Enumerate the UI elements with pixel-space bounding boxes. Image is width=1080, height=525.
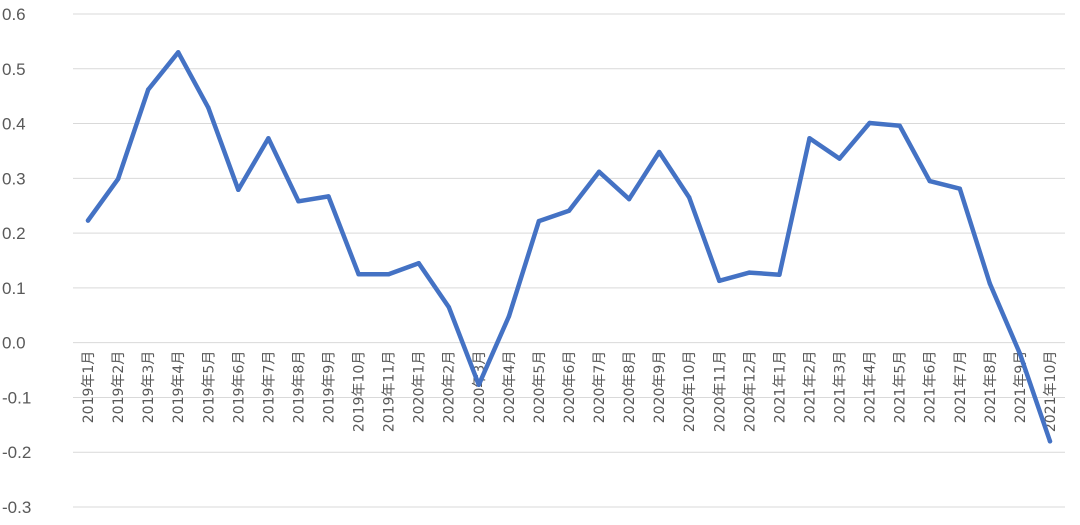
data-point: [987, 281, 993, 286]
x-tick-label: 2020年6月: [562, 351, 578, 424]
data-point: [356, 271, 361, 277]
y-tick-label: 0.2: [2, 224, 26, 243]
x-tick-label: 2021年7月: [953, 351, 969, 424]
data-point: [266, 136, 271, 141]
data-point: [867, 120, 872, 126]
x-tick-label: 2019年1月: [81, 351, 97, 424]
y-tick-label: -0.2: [2, 443, 31, 462]
data-point: [1047, 439, 1053, 444]
data-point: [1017, 351, 1023, 356]
y-tick-label: 0.4: [2, 115, 26, 134]
x-tick-label: 2021年10月: [1043, 351, 1059, 432]
data-point: [506, 314, 512, 319]
data-point: [176, 50, 181, 55]
x-tick-label: 2020年8月: [622, 351, 638, 424]
x-tick-label: 2020年12月: [742, 351, 758, 432]
data-point: [536, 218, 542, 224]
x-tick-label: 2020年1月: [412, 351, 428, 424]
x-tick-label: 2020年2月: [442, 351, 458, 424]
x-tick-label: 2019年6月: [231, 351, 247, 424]
data-point: [777, 272, 782, 277]
y-tick-label: -0.3: [2, 498, 31, 517]
series-layer: [85, 50, 1053, 444]
x-tick-label: 2020年5月: [532, 351, 548, 424]
x-tick-label: 2020年10月: [682, 351, 698, 432]
x-tick-label: 2019年3月: [141, 351, 157, 424]
data-point: [656, 149, 662, 155]
x-tick-label: 2020年9月: [652, 351, 668, 424]
data-point: [897, 123, 902, 128]
data-point: [837, 156, 842, 161]
y-axis-tick-labels: 0.6 0.5 0.4 0.3 0.2 0.1 0.0 -0.1 -0.2 -0.3: [2, 5, 31, 517]
x-tick-label: 2019年4月: [171, 351, 187, 424]
data-point: [566, 208, 572, 213]
x-tick-label: 2019年9月: [322, 351, 338, 424]
x-tick-label: 2021年8月: [983, 351, 999, 424]
y-tick-label: 0.5: [2, 60, 26, 79]
data-point: [807, 136, 812, 141]
x-tick-label: 2020年3月: [472, 351, 488, 424]
y-tick-label: 0.0: [2, 334, 26, 353]
x-tick-label: 2021年1月: [772, 351, 788, 424]
data-point: [115, 176, 121, 182]
x-tick-label: 2019年7月: [261, 351, 277, 424]
y-tick-label: 0.6: [2, 5, 26, 24]
data-point: [416, 261, 421, 266]
data-point: [687, 195, 692, 200]
x-tick-label: 2021年4月: [863, 351, 879, 424]
data-point: [296, 199, 301, 204]
x-tick-label: 2021年2月: [802, 351, 818, 424]
x-tick-label: 2019年8月: [291, 351, 307, 424]
x-tick-label: 2019年5月: [201, 351, 217, 424]
data-point: [476, 382, 482, 388]
x-tick-label: 2021年5月: [893, 351, 909, 424]
data-point: [747, 270, 752, 275]
y-tick-label: 0.1: [2, 279, 26, 298]
data-point: [717, 278, 722, 283]
x-tick-label: 2020年4月: [502, 351, 518, 424]
data-point: [145, 87, 151, 92]
data-point: [927, 178, 932, 184]
x-tick-label: 2021年6月: [923, 351, 939, 424]
y-tick-label: -0.1: [2, 388, 31, 407]
y-tick-label: 0.3: [2, 169, 26, 188]
data-point: [326, 194, 331, 199]
x-tick-label: 2020年7月: [592, 351, 608, 424]
data-point: [596, 169, 602, 174]
data-point: [446, 304, 451, 310]
x-tick-label: 2020年11月: [712, 351, 728, 432]
x-tick-label: 2019年11月: [382, 351, 398, 432]
data-point: [626, 196, 632, 202]
data-point: [85, 218, 91, 223]
data-point: [957, 186, 962, 191]
gridlines: [73, 13, 1065, 508]
data-point: [206, 105, 211, 110]
x-tick-label: 2021年3月: [833, 351, 849, 424]
data-point: [386, 271, 391, 277]
data-point: [236, 187, 241, 193]
x-tick-label: 2019年10月: [352, 351, 368, 432]
x-tick-label: 2019年2月: [111, 351, 127, 424]
x-axis-tick-labels: 2019年1月 2019年2月 2019年3月 2019年4月 2019年5月 2019年…: [81, 351, 1059, 432]
